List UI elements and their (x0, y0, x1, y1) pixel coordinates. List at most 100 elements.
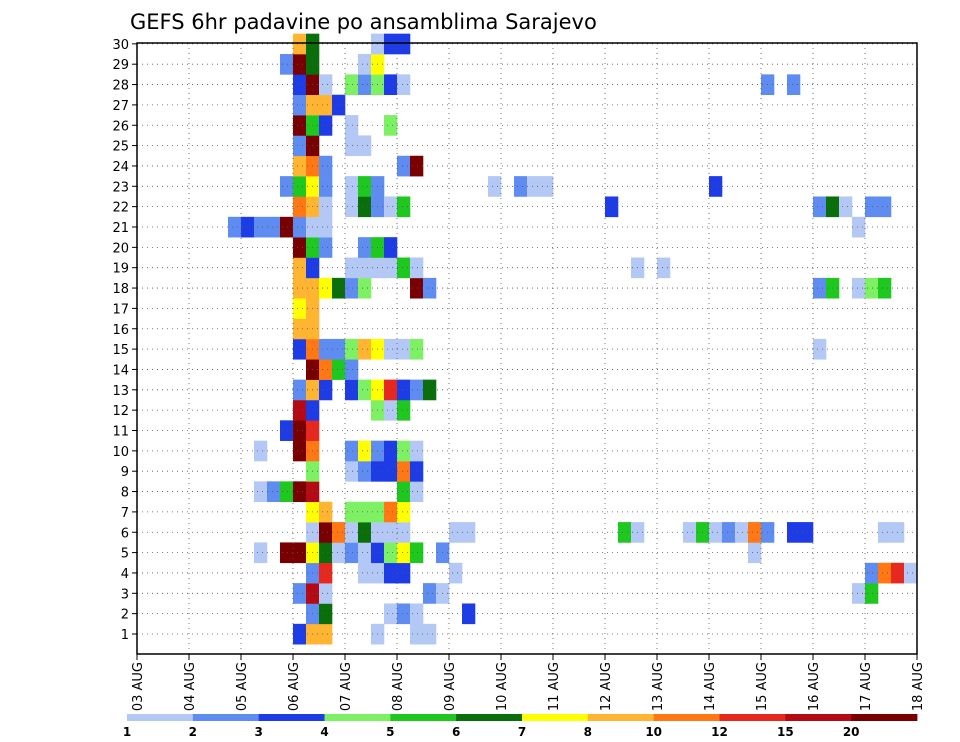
legend-swatch (456, 714, 523, 721)
heatmap-cell (358, 196, 372, 218)
heatmap-cell (358, 176, 372, 197)
legend-swatch (390, 714, 457, 721)
y-tick-label: 9 (121, 465, 129, 480)
y-tick-label: 6 (121, 526, 129, 541)
legend-label: 20 (843, 725, 860, 739)
heatmap-cell (358, 522, 372, 543)
heatmap-cell (254, 481, 268, 503)
heatmap-cell (280, 216, 294, 238)
heatmap-cell (345, 277, 359, 299)
heatmap-cell (293, 379, 307, 401)
legend-swatch (258, 714, 325, 721)
heatmap-cell (865, 277, 879, 299)
y-tick-label: 28 (112, 79, 129, 94)
heatmap-cell (423, 623, 437, 645)
heatmap-cell (319, 522, 333, 543)
heatmap-cell (462, 522, 476, 543)
legend-swatch (719, 714, 786, 721)
heatmap-cell (540, 176, 554, 197)
y-tick-label: 12 (112, 404, 129, 419)
heatmap-cell (852, 277, 866, 299)
heatmap-cell (384, 257, 398, 279)
heatmap-cell (358, 135, 372, 157)
heatmap-cell (384, 379, 398, 401)
y-tick-label: 4 (121, 567, 129, 582)
heatmap-cell (345, 542, 359, 564)
y-tick-label: 27 (112, 99, 129, 114)
heatmap-cell (345, 196, 359, 218)
y-tick-label: 23 (112, 180, 129, 195)
heatmap-cell (345, 440, 359, 462)
legend-label: 7 (518, 725, 526, 739)
heatmap-cell (293, 440, 307, 462)
heatmap-cell (358, 338, 372, 360)
heatmap-cell (319, 501, 333, 523)
heatmap-cell (254, 216, 268, 238)
heatmap-cell (358, 257, 372, 279)
heatmap-cell (384, 440, 398, 462)
heatmap-cell (319, 94, 333, 116)
heatmap-cell (410, 379, 424, 401)
x-tick-label: 03 AUG (131, 662, 146, 711)
heatmap-cell (384, 196, 398, 218)
heatmap-cell (878, 277, 892, 299)
y-tick-label: 22 (112, 201, 129, 216)
heatmap-cell (332, 359, 346, 380)
y-tick-label: 18 (112, 282, 129, 297)
heatmap-cell (397, 440, 411, 462)
heatmap-cell (384, 399, 398, 421)
x-tick-label: 18 AUG (911, 662, 926, 711)
heatmap-cell (293, 623, 307, 645)
heatmap-cell (423, 379, 437, 401)
heatmap-cell (410, 542, 424, 564)
heatmap-cell (319, 155, 333, 177)
heatmap-cell (293, 196, 307, 218)
x-tick-label: 08 AUG (391, 662, 406, 711)
legend-label: 2 (189, 725, 197, 739)
heatmap-cell (384, 603, 398, 625)
heatmap-cell (410, 481, 424, 503)
heatmap-cell (319, 562, 333, 584)
legend-label: 12 (711, 725, 728, 739)
heatmap-cell (709, 522, 723, 543)
heatmap-cell (293, 74, 307, 96)
heatmap-cell (319, 74, 333, 96)
heatmap-cell (748, 522, 762, 543)
heatmap-cell (345, 176, 359, 197)
heatmap-cell (462, 603, 476, 625)
y-tick-label: 5 (121, 547, 129, 562)
legend-label: 4 (320, 725, 328, 739)
heatmap-cell (293, 399, 307, 421)
heatmap-cell (384, 74, 398, 96)
heatmap-cell (800, 522, 814, 543)
heatmap-cell (319, 176, 333, 197)
x-axis: 03 AUG 04 AUG 05 AUG 06 AUG 07 AUG 08 AUG 09 A… (131, 654, 926, 711)
y-tick-label: 20 (112, 241, 129, 256)
heatmap-cell (397, 562, 411, 584)
heatmap-cell (358, 54, 372, 75)
heatmap-cell (397, 155, 411, 177)
heatmap-cell (423, 277, 437, 299)
heatmap-cell (345, 115, 359, 136)
legend-swatch (127, 714, 194, 721)
heatmap-cell (878, 522, 892, 543)
heatmap-cell (397, 603, 411, 625)
legend-label: 10 (645, 725, 662, 739)
y-tick-label: 7 (121, 506, 129, 521)
x-tick-label: 11 AUG (547, 662, 562, 711)
heatmap-cell (397, 461, 411, 482)
heatmap-cell (397, 33, 411, 55)
heatmap-cell (319, 359, 333, 380)
x-tick-label: 14 AUG (703, 662, 718, 711)
x-tick-label: 07 AUG (339, 662, 354, 711)
y-tick-label: 30 (112, 38, 129, 53)
y-tick-label: 10 (112, 445, 129, 460)
heatmap-cell (410, 277, 424, 299)
heatmap-cell (345, 501, 359, 523)
heatmap-cell (384, 542, 398, 564)
heatmap-cell (319, 603, 333, 625)
heatmap-cell (358, 542, 372, 564)
heatmap-cell (293, 54, 307, 75)
heatmap-cell (293, 542, 307, 564)
